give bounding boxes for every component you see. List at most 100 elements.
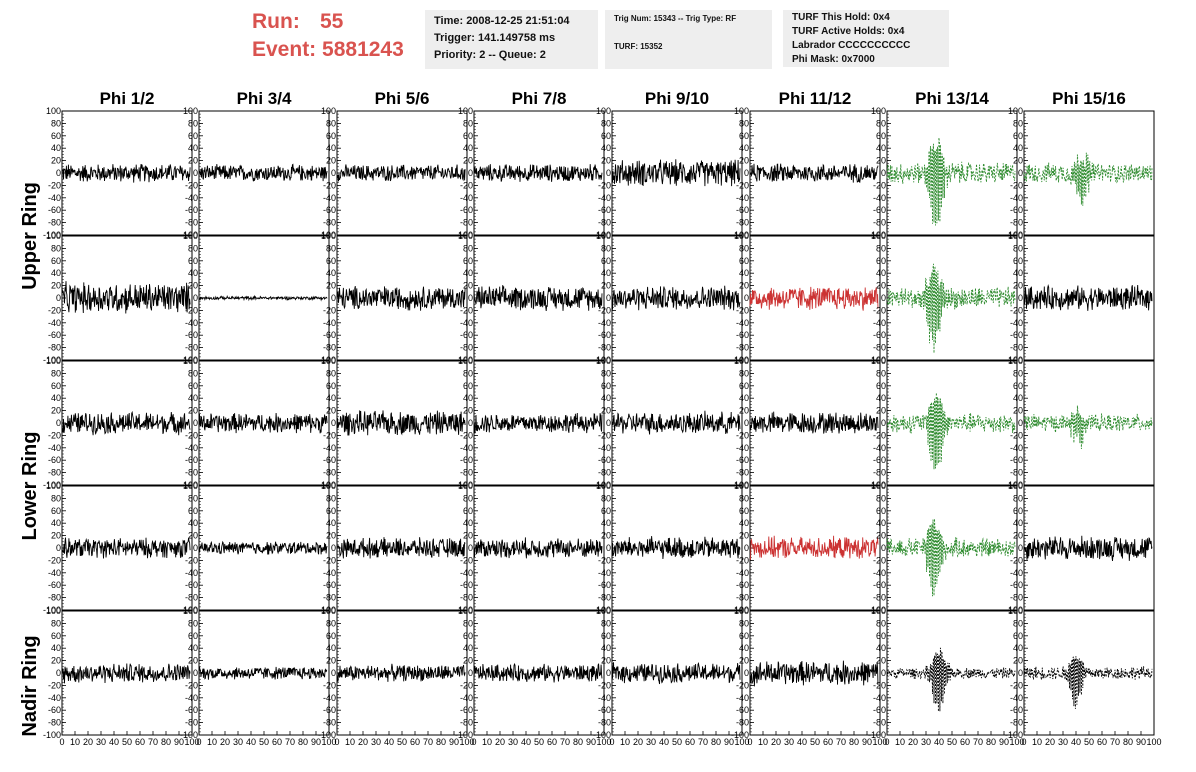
y-tick-label: -100 [318,480,336,490]
y-tick-label: 100 [321,606,336,616]
waveform-trace [198,666,328,680]
x-tick-label: 40 [934,737,944,747]
y-tick-label: 100 [46,231,61,241]
y-tick-label: -20 [323,430,336,440]
x-tick-label: 50 [534,737,544,747]
y-tick-label: 80 [739,368,749,378]
y-tick-label: 80 [463,493,473,503]
y-tick-label: -60 [48,205,61,215]
x-tick-label: 10 [345,737,355,747]
y-tick-label: -100 [43,355,61,365]
x-tick-label: 50 [259,737,269,747]
y-tick-label: -80 [185,468,198,478]
y-tick-label: -40 [323,443,336,453]
y-tick-label: -20 [873,430,886,440]
x-tick-label: 40 [521,737,531,747]
y-tick-label: -20 [460,680,473,690]
y-tick-label: 100 [871,356,886,366]
column-header: Phi 7/8 [512,89,567,108]
column-header: Phi 1/2 [100,89,155,108]
y-tick-label: 100 [183,606,198,616]
y-tick-label: -20 [873,180,886,190]
y-tick-label: -20 [185,180,198,190]
y-tick-label: 100 [458,231,473,241]
y-tick-label: 40 [188,268,198,278]
y-tick-label: -100 [1005,355,1023,365]
x-tick-label: 20 [771,737,781,747]
y-tick-label: 20 [188,656,198,666]
y-tick-label: 20 [326,156,336,166]
waveform-trace [336,164,466,182]
y-tick-label: -40 [1010,443,1023,453]
y-tick-label: 20 [601,406,611,416]
y-tick-label: -20 [598,680,611,690]
y-tick-label: -20 [1010,180,1023,190]
y-tick-label: 60 [876,256,886,266]
y-tick-label: 20 [876,531,886,541]
y-tick-label: -60 [460,705,473,715]
y-tick-label: 20 [876,156,886,166]
y-tick-label: -60 [598,580,611,590]
y-tick-label: -20 [1010,555,1023,565]
y-tick-label: 60 [601,631,611,641]
y-tick-label: -80 [185,218,198,228]
y-tick-label: 60 [739,381,749,391]
run-value: 55 [320,10,344,33]
y-tick-label: 40 [326,393,336,403]
y-tick-label: -100 [180,480,198,490]
y-tick-label: 100 [1008,481,1023,491]
x-tick-label: 30 [784,737,794,747]
y-tick-label: 0 [881,418,886,428]
x-tick-label: 40 [659,737,669,747]
y-tick-label: 60 [326,256,336,266]
y-tick-label: -80 [598,468,611,478]
y-tick-label: 100 [183,106,198,116]
y-tick-label: 40 [876,518,886,528]
y-tick-label: 100 [734,231,749,241]
waveform-trace [198,412,328,434]
y-tick-label: 60 [1013,506,1023,516]
y-tick-label: -100 [180,605,198,615]
x-tick-label: 50 [672,737,682,747]
y-tick-label: -20 [185,430,198,440]
x-tick-label: 100 [734,737,749,747]
y-tick-label: 40 [326,268,336,278]
y-tick-label: 60 [326,381,336,391]
y-tick-label: 20 [739,656,749,666]
y-tick-label: 40 [739,393,749,403]
y-tick-label: -60 [873,330,886,340]
y-tick-label: -40 [323,318,336,328]
trigger-text: Trigger: 141.149758 ms [434,32,556,44]
y-tick-label: -100 [455,230,473,240]
y-tick-label: -100 [318,605,336,615]
phi-mask-text: Phi Mask: 0x7000 [792,54,875,65]
waveform-trace [611,410,741,435]
y-tick-label: 40 [876,393,886,403]
y-tick-label: 100 [871,106,886,116]
y-tick-label: 0 [1018,543,1023,553]
y-tick-label: -100 [593,480,611,490]
y-tick-label: 80 [1013,368,1023,378]
waveform-trace [336,663,466,682]
y-tick-label: 40 [51,393,61,403]
y-tick-label: 0 [744,418,749,428]
y-tick-label: 100 [458,356,473,366]
y-tick-label: 0 [468,543,473,553]
waveform-trace [198,540,328,555]
y-tick-label: 40 [51,643,61,653]
turf-text: TURF: 15352 [614,42,663,51]
y-tick-label: 20 [601,281,611,291]
row-label: Nadir Ring [19,635,41,736]
x-tick-label: 30 [371,737,381,747]
y-tick-label: -40 [1010,193,1023,203]
x-tick-label: 20 [1045,737,1055,747]
y-tick-label: -80 [460,593,473,603]
y-tick-label: -80 [736,718,749,728]
x-tick-label: 70 [836,737,846,747]
x-tick-label: 70 [423,737,433,747]
y-tick-label: 60 [463,131,473,141]
y-tick-label: -40 [873,693,886,703]
y-tick-label: 80 [326,368,336,378]
labrador-text: Labrador CCCCCCCCCC [792,40,911,51]
y-tick-label: 60 [51,631,61,641]
